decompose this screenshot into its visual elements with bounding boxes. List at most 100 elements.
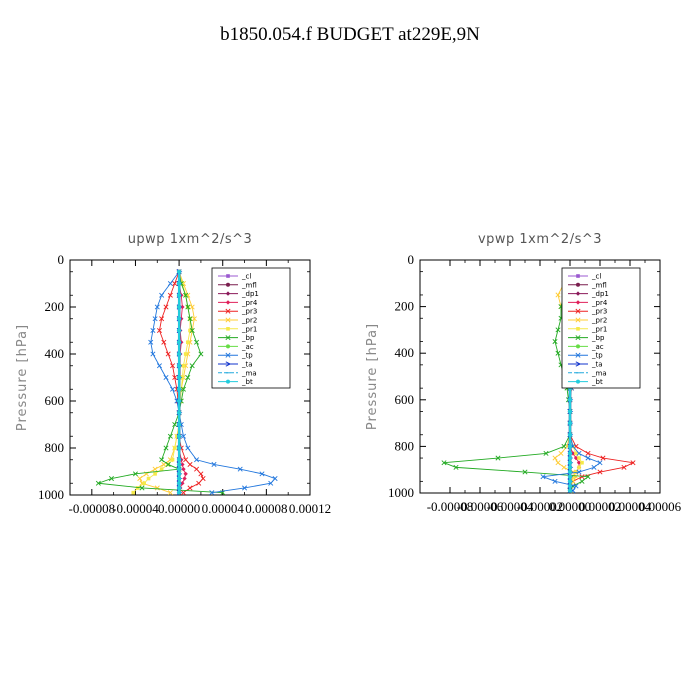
data-point (139, 485, 145, 491)
data-point (177, 422, 182, 427)
legend-marker (576, 344, 580, 349)
data-point (165, 461, 171, 467)
data-point (600, 455, 606, 461)
data-point (181, 363, 186, 368)
data-point (167, 292, 173, 298)
legend-label: _bt (591, 378, 603, 386)
y-tick-label: 800 (45, 440, 65, 455)
x-tick-label: 0.00012 (289, 501, 331, 516)
x-tick-label: 0.00004 (609, 499, 652, 514)
panel-title: upwp 1xm^2/s^3 (128, 232, 253, 247)
data-point (180, 433, 186, 439)
panel-title: vpwp 1xm^2/s^3 (478, 232, 602, 247)
data-point (154, 304, 160, 310)
data-point (579, 478, 585, 484)
legend-label: _cl (591, 273, 601, 281)
data-point (259, 471, 265, 477)
data-point (167, 280, 173, 287)
plot-frame (69, 259, 311, 496)
legend-label: _pr1 (241, 325, 257, 333)
data-point (152, 466, 158, 472)
legend-label: _tp (241, 352, 253, 360)
data-point (177, 485, 182, 490)
data-point (272, 476, 278, 482)
data-point (183, 292, 189, 298)
data-point (180, 386, 186, 392)
data-point (188, 328, 192, 333)
data-point (183, 457, 189, 463)
legend-label: _bp (591, 334, 605, 342)
data-point (187, 461, 193, 467)
x-tick-label: -0.00006 (457, 499, 504, 514)
legend-label: _tp (591, 352, 603, 360)
data-point (552, 339, 558, 345)
data-point (576, 469, 582, 475)
data-point (177, 293, 182, 298)
data-point (177, 316, 182, 321)
data-point (172, 374, 178, 381)
legend-label: _pr3 (241, 308, 257, 316)
data-point (185, 374, 191, 381)
data-point (177, 410, 182, 415)
data-point (242, 485, 248, 491)
y-tick-label: 600 (395, 392, 415, 407)
data-point (177, 476, 182, 481)
data-point (180, 481, 185, 486)
data-point (150, 351, 156, 357)
data-point (200, 476, 206, 482)
data-point (585, 474, 591, 480)
y-tick-label: 400 (45, 346, 65, 361)
data-point (159, 457, 165, 463)
legend-marker (575, 352, 581, 358)
data-point (577, 456, 581, 460)
data-point (131, 490, 136, 495)
data-point (167, 490, 173, 496)
data-point (552, 455, 558, 461)
y-tick-label: 200 (395, 299, 415, 314)
data-point (568, 465, 572, 470)
series-bt (177, 269, 182, 495)
data-point (543, 450, 549, 456)
data-point (268, 480, 274, 486)
data-point (159, 316, 165, 322)
legend-marker (225, 300, 231, 305)
x-tick-label: -0.00004 (112, 501, 159, 516)
x-tick-label: 0.00000 (158, 501, 200, 516)
legend-marker (575, 361, 582, 367)
data-point (568, 451, 572, 456)
y-tick-label: 0 (58, 252, 65, 267)
y-tick-label: 0 (408, 252, 415, 267)
data-point (187, 316, 193, 322)
data-point (585, 450, 591, 456)
data-point (170, 363, 176, 369)
data-point (180, 281, 185, 286)
legend-marker (226, 282, 230, 287)
data-point (209, 490, 215, 496)
legend-marker (575, 291, 581, 296)
legend-marker (225, 291, 231, 296)
legend-label: _mfl (591, 281, 607, 289)
legend-label: _pr4 (241, 299, 258, 307)
legend-label: _pr2 (241, 317, 257, 325)
data-point (156, 327, 162, 334)
data-point (177, 363, 182, 368)
legend-marker (575, 335, 581, 341)
legend-marker (576, 379, 580, 384)
legend-label: _dp1 (241, 290, 259, 298)
data-point (177, 328, 182, 333)
data-point (558, 450, 564, 456)
data-point (573, 455, 579, 461)
legend-marker (225, 352, 231, 358)
data-point (156, 363, 162, 369)
data-point (172, 446, 177, 450)
legend-marker (576, 327, 580, 331)
data-point (196, 480, 202, 486)
data-point (177, 467, 182, 472)
data-point (135, 486, 140, 490)
data-point (181, 466, 186, 472)
y-axis-label: Pressure [hPa] (365, 323, 380, 430)
x-tick-label: -0.00008 (427, 499, 474, 514)
data-point (453, 464, 459, 470)
y-tick-label: 1000 (38, 487, 64, 502)
